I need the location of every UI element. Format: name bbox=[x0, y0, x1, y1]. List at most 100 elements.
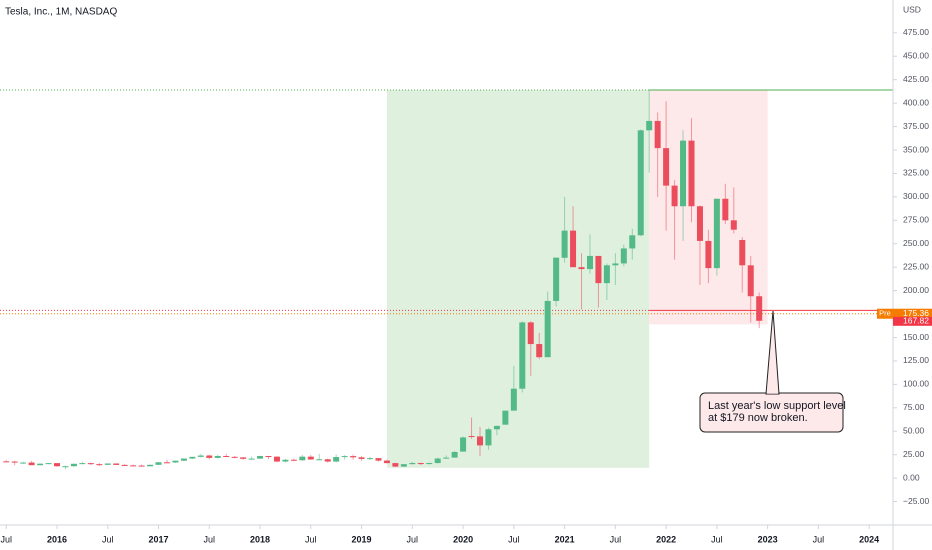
y-tick-label: 150.00 bbox=[903, 332, 929, 342]
candle-body bbox=[417, 463, 424, 465]
x-tick-label: Jul bbox=[711, 534, 723, 544]
candle-body bbox=[130, 465, 137, 467]
candle-body bbox=[654, 120, 661, 149]
candle-body bbox=[257, 456, 264, 459]
candle-body bbox=[595, 255, 602, 284]
x-tick-label: 2020 bbox=[453, 534, 473, 544]
candle-body bbox=[443, 457, 450, 459]
y-tick-label: 100.00 bbox=[903, 379, 929, 389]
candle-body bbox=[172, 460, 179, 463]
candle-body bbox=[460, 437, 467, 452]
last-price: 167.82 bbox=[903, 316, 929, 326]
candle-body bbox=[273, 456, 280, 462]
premarket-tag-bg bbox=[877, 308, 893, 319]
candle-body bbox=[561, 230, 568, 258]
candle-body bbox=[358, 457, 365, 459]
candle-body bbox=[316, 459, 323, 461]
candle-body bbox=[578, 267, 585, 270]
y-tick-label: 225.00 bbox=[903, 261, 929, 271]
candle-body bbox=[553, 257, 560, 301]
y-tick-label: 25.00 bbox=[903, 449, 925, 459]
candle-body bbox=[307, 456, 314, 460]
candle-body bbox=[223, 456, 230, 457]
y-tick-label: −25.00 bbox=[903, 496, 930, 506]
candle-body bbox=[756, 296, 763, 321]
candle-body bbox=[477, 436, 483, 446]
candle-body bbox=[341, 456, 348, 458]
candle-body bbox=[493, 425, 500, 430]
candle-body bbox=[155, 462, 162, 465]
x-tick-label: Jul bbox=[204, 534, 216, 544]
candle-body bbox=[28, 462, 35, 466]
x-tick-label: 2022 bbox=[656, 534, 676, 544]
premarket-price: 175.36 bbox=[903, 308, 929, 318]
x-tick-label: 2024 bbox=[859, 534, 879, 544]
candle-body bbox=[206, 455, 213, 458]
annotation-pointer bbox=[765, 310, 780, 395]
y-tick-label: 425.00 bbox=[903, 74, 929, 84]
candle-body bbox=[248, 458, 255, 460]
candle-body bbox=[79, 463, 86, 465]
candle-body bbox=[510, 388, 517, 411]
y-tick-label: 125.00 bbox=[903, 355, 929, 365]
candle-body bbox=[265, 456, 272, 457]
candle-body bbox=[646, 120, 653, 131]
x-tick-label: Jul bbox=[305, 534, 317, 544]
candle-body bbox=[240, 457, 247, 459]
candle-body bbox=[20, 462, 27, 464]
candle-body bbox=[104, 463, 111, 465]
y-tick-label: 50.00 bbox=[903, 426, 925, 436]
axis-unit: USD bbox=[903, 4, 921, 14]
candle-body bbox=[468, 436, 475, 438]
candle-body bbox=[409, 463, 416, 465]
x-tick-label: Jul bbox=[508, 534, 520, 544]
last-price-bg bbox=[893, 316, 932, 326]
candle-body bbox=[299, 456, 306, 461]
candle-body bbox=[705, 240, 712, 269]
candle-body bbox=[671, 185, 678, 207]
candle-body bbox=[70, 463, 77, 467]
y-tick-label: 275.00 bbox=[903, 215, 929, 225]
candle-body bbox=[163, 462, 170, 464]
candle-body bbox=[367, 458, 374, 460]
x-tick-label: Jul bbox=[407, 534, 419, 544]
candle-body bbox=[519, 322, 526, 389]
y-tick-label: 475.00 bbox=[903, 27, 929, 37]
candle-body bbox=[696, 206, 703, 241]
candle-body bbox=[113, 463, 120, 465]
y-tick-label: 350.00 bbox=[903, 144, 929, 154]
candle-body bbox=[434, 458, 441, 464]
premarket-tag: Pre bbox=[879, 309, 891, 318]
candle-body bbox=[37, 463, 44, 466]
candle-body bbox=[426, 463, 433, 465]
y-tick-label: 300.00 bbox=[903, 191, 929, 201]
candle-body bbox=[231, 456, 238, 458]
candle-body bbox=[45, 463, 52, 465]
chart-title: Tesla, Inc., 1M, NASDAQ bbox=[5, 7, 117, 18]
candle-body bbox=[282, 459, 289, 462]
candle-body bbox=[324, 459, 331, 462]
candle-body bbox=[603, 265, 610, 284]
candle-body bbox=[180, 458, 187, 461]
y-tick-label: 450.00 bbox=[903, 51, 929, 61]
y-tick-label: 200.00 bbox=[903, 285, 929, 295]
candle-body bbox=[722, 198, 729, 221]
candle-body bbox=[713, 198, 720, 269]
x-tick-label: Jul bbox=[0, 534, 12, 544]
candle-body bbox=[688, 140, 695, 207]
y-tick-label: 375.00 bbox=[903, 121, 929, 131]
candle-body bbox=[11, 461, 18, 463]
candle-body bbox=[536, 344, 543, 358]
candle-body bbox=[612, 263, 619, 266]
x-tick-label: 2023 bbox=[758, 534, 778, 544]
x-tick-label: 2019 bbox=[352, 534, 372, 544]
candle-body bbox=[747, 265, 754, 297]
x-tick-label: 2017 bbox=[149, 534, 169, 544]
candle-body bbox=[54, 463, 60, 467]
candle-body bbox=[527, 322, 534, 345]
candle-body bbox=[383, 460, 390, 464]
candle-body bbox=[620, 248, 627, 264]
candle-body bbox=[290, 459, 297, 461]
